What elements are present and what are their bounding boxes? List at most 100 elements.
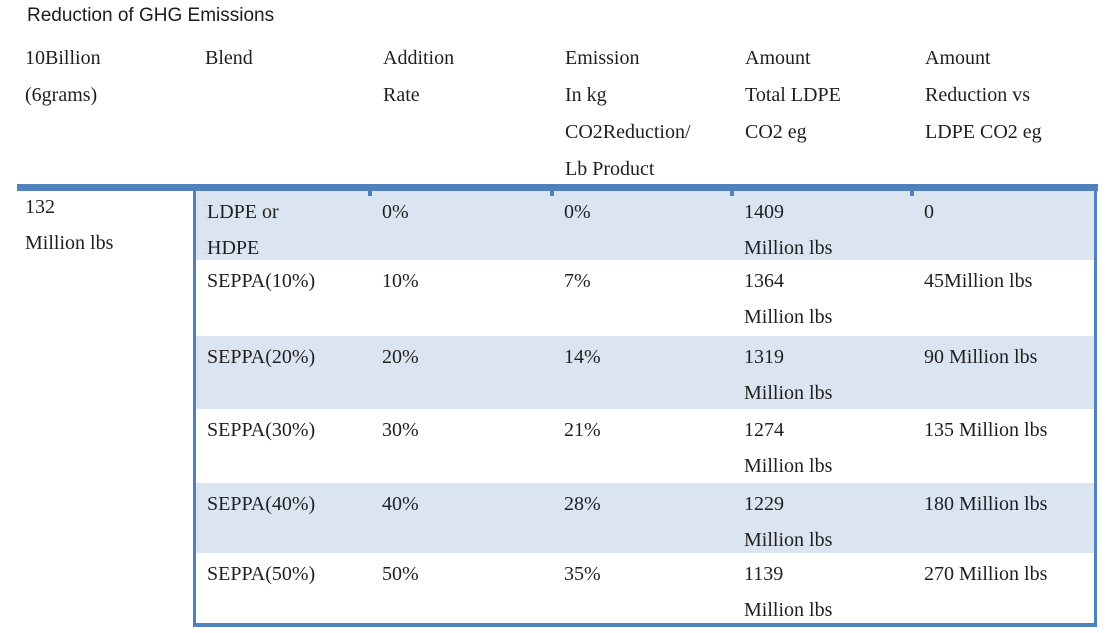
header-line: CO2 eg (745, 121, 807, 143)
cell-blend: SEPPA(40%) (196, 483, 371, 553)
cell-line: 0% (564, 201, 591, 223)
cell-line: 45Million lbs (924, 270, 1033, 292)
cell-blend: SEPPA(30%) (196, 409, 371, 483)
cell-amount-reduction: 135 Million lbs (913, 409, 1094, 483)
header-line: (6grams) (25, 84, 98, 106)
cell-line: Million lbs (744, 455, 833, 477)
cell-emission: 14% (553, 336, 733, 409)
cell-line: 1409 (744, 201, 784, 223)
cell-line: HDPE (207, 237, 260, 259)
cell-blend: LDPE or HDPE (196, 191, 371, 260)
table-row: LDPE or HDPE 0% 0% 1409 Million lbs 0 (196, 191, 1094, 260)
cell-amount-total: 1229 Million lbs (733, 483, 913, 553)
header-line: Lb Product (565, 158, 655, 180)
cell-line: 1274 (744, 419, 784, 441)
cell-line: 35% (564, 563, 601, 585)
cell-line: SEPPA(40%) (207, 493, 316, 515)
cell-emission: 28% (553, 483, 733, 553)
header-line: Emission (565, 47, 640, 69)
cell-line: 30% (382, 419, 419, 441)
cell-emission: 7% (553, 260, 733, 336)
cell-addition-rate: 40% (371, 483, 553, 553)
cell-line: 14% (564, 346, 601, 368)
cell-line: 20% (382, 346, 419, 368)
cell-line: 50% (382, 563, 419, 585)
column-header-emission: Emission In kg CO2Reduction/ Lb Product (565, 40, 691, 188)
column-header-addition-rate: Addition Rate (383, 40, 454, 114)
cell-amount-reduction: 45Million lbs (913, 260, 1094, 336)
header-line: In kg (565, 84, 607, 106)
header-line: Blend (205, 47, 253, 69)
cell-line: 0% (382, 201, 409, 223)
cell-line: Million lbs (744, 306, 833, 328)
cell-line: 1364 (744, 270, 784, 292)
cell-blend: SEPPA(10%) (196, 260, 371, 336)
cell-line: 270 Million lbs (924, 563, 1048, 585)
page-title: Reduction of GHG Emissions (27, 5, 275, 26)
cell-line: Million lbs (744, 382, 833, 404)
header-line: Addition (383, 47, 455, 69)
cell-amount-total: 1274 Million lbs (733, 409, 913, 483)
cell-line: Million lbs (744, 237, 833, 259)
cell-amount-total: 1364 Million lbs (733, 260, 913, 336)
cell-blend: SEPPA(50%) (196, 553, 371, 623)
cell-addition-rate: 50% (371, 553, 553, 623)
cell-addition-rate: 30% (371, 409, 553, 483)
cell-addition-rate: 10% (371, 260, 553, 336)
cell-line: 10% (382, 270, 419, 292)
cell-amount-reduction: 0 (913, 191, 1094, 260)
header-line: Amount (745, 47, 811, 69)
cell-emission: 35% (553, 553, 733, 623)
cell-amount-reduction: 270 Million lbs (913, 553, 1094, 623)
column-header-basis: 10Billion (6grams) (25, 40, 101, 114)
table-top-rule (17, 184, 1098, 191)
cell-amount-total: 1409 Million lbs (733, 191, 913, 260)
header-line: Amount (925, 47, 991, 69)
row-label-line: Million lbs (25, 232, 114, 254)
cell-line: 1139 (744, 563, 784, 585)
cell-line: 7% (564, 270, 591, 292)
header-line: 10Billion (25, 47, 101, 69)
header-line: Total LDPE (745, 84, 841, 106)
cell-addition-rate: 0% (371, 191, 553, 260)
cell-emission: 0% (553, 191, 733, 260)
cell-line: 90 Million lbs (924, 346, 1038, 368)
table-row: SEPPA(40%) 40% 28% 1229 Million lbs 180 … (196, 483, 1094, 553)
cell-emission: 21% (553, 409, 733, 483)
table-row: SEPPA(50%) 50% 35% 1139 Million lbs 270 … (196, 553, 1094, 623)
cell-line: 21% (564, 419, 601, 441)
column-border-tick (910, 191, 914, 196)
header-line: CO2Reduction/ (565, 121, 691, 143)
cell-amount-reduction: 90 Million lbs (913, 336, 1094, 409)
cell-line: SEPPA(50%) (207, 563, 316, 585)
cell-line: LDPE or (207, 201, 279, 223)
header-line: LDPE CO2 eg (925, 121, 1042, 143)
header-line: Rate (383, 84, 420, 106)
header-line: Reduction vs (925, 84, 1030, 106)
cell-line: 135 Million lbs (924, 419, 1048, 441)
column-border-tick (550, 191, 554, 196)
cell-line: 1319 (744, 346, 784, 368)
column-header-amount-total: Amount Total LDPE CO2 eg (745, 40, 841, 151)
cell-line: SEPPA(20%) (207, 346, 316, 368)
column-header-blend: Blend (205, 40, 253, 77)
cell-line: Million lbs (744, 529, 833, 551)
cell-line: SEPPA(30%) (207, 419, 316, 441)
table-row: SEPPA(30%) 30% 21% 1274 Million lbs 135 … (196, 409, 1094, 483)
cell-line: 40% (382, 493, 419, 515)
column-border-tick (730, 191, 734, 196)
table-row: SEPPA(20%) 20% 14% 1319 Million lbs 90 M… (196, 336, 1094, 409)
cell-line: Million lbs (744, 599, 833, 621)
table-row: SEPPA(10%) 10% 7% 1364 Million lbs 45Mil… (196, 260, 1094, 336)
cell-amount-total: 1319 Million lbs (733, 336, 913, 409)
cell-blend: SEPPA(20%) (196, 336, 371, 409)
cell-line: SEPPA(10%) (207, 270, 316, 292)
row-label-line: 132 (25, 196, 55, 218)
column-border-tick (368, 191, 372, 196)
row-label-total: 132 Million lbs (25, 189, 113, 261)
cell-amount-reduction: 180 Million lbs (913, 483, 1094, 553)
cell-line: 28% (564, 493, 601, 515)
cell-line: 0 (924, 201, 934, 223)
emissions-table: LDPE or HDPE 0% 0% 1409 Million lbs 0 SE… (193, 191, 1097, 627)
